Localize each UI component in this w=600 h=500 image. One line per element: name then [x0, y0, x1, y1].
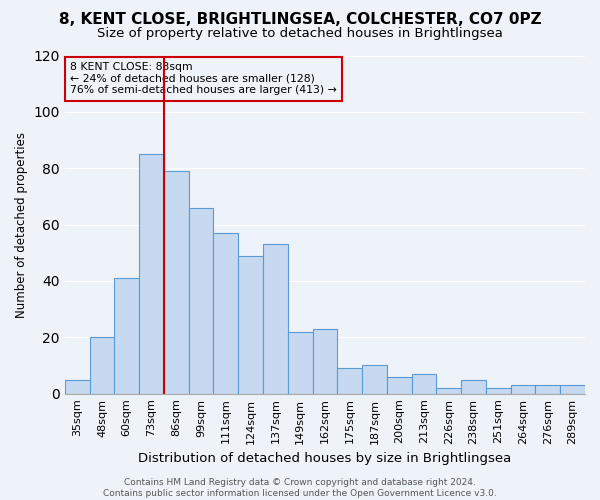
- Bar: [313, 329, 337, 394]
- Bar: [214, 233, 238, 394]
- Bar: [387, 377, 412, 394]
- Text: Contains HM Land Registry data © Crown copyright and database right 2024.
Contai: Contains HM Land Registry data © Crown c…: [103, 478, 497, 498]
- Bar: [362, 366, 387, 394]
- Bar: [65, 380, 89, 394]
- Bar: [115, 278, 139, 394]
- Y-axis label: Number of detached properties: Number of detached properties: [15, 132, 28, 318]
- Bar: [436, 388, 461, 394]
- Bar: [89, 338, 115, 394]
- Bar: [263, 244, 288, 394]
- Bar: [560, 385, 585, 394]
- Bar: [164, 171, 188, 394]
- Text: 8, KENT CLOSE, BRIGHTLINGSEA, COLCHESTER, CO7 0PZ: 8, KENT CLOSE, BRIGHTLINGSEA, COLCHESTER…: [59, 12, 541, 28]
- Bar: [412, 374, 436, 394]
- Bar: [535, 385, 560, 394]
- Bar: [511, 385, 535, 394]
- Bar: [139, 154, 164, 394]
- Bar: [486, 388, 511, 394]
- Bar: [461, 380, 486, 394]
- Bar: [188, 208, 214, 394]
- Bar: [337, 368, 362, 394]
- X-axis label: Distribution of detached houses by size in Brightlingsea: Distribution of detached houses by size …: [138, 452, 512, 465]
- Bar: [238, 256, 263, 394]
- Text: 8 KENT CLOSE: 83sqm
← 24% of detached houses are smaller (128)
76% of semi-detac: 8 KENT CLOSE: 83sqm ← 24% of detached ho…: [70, 62, 337, 96]
- Bar: [288, 332, 313, 394]
- Text: Size of property relative to detached houses in Brightlingsea: Size of property relative to detached ho…: [97, 28, 503, 40]
